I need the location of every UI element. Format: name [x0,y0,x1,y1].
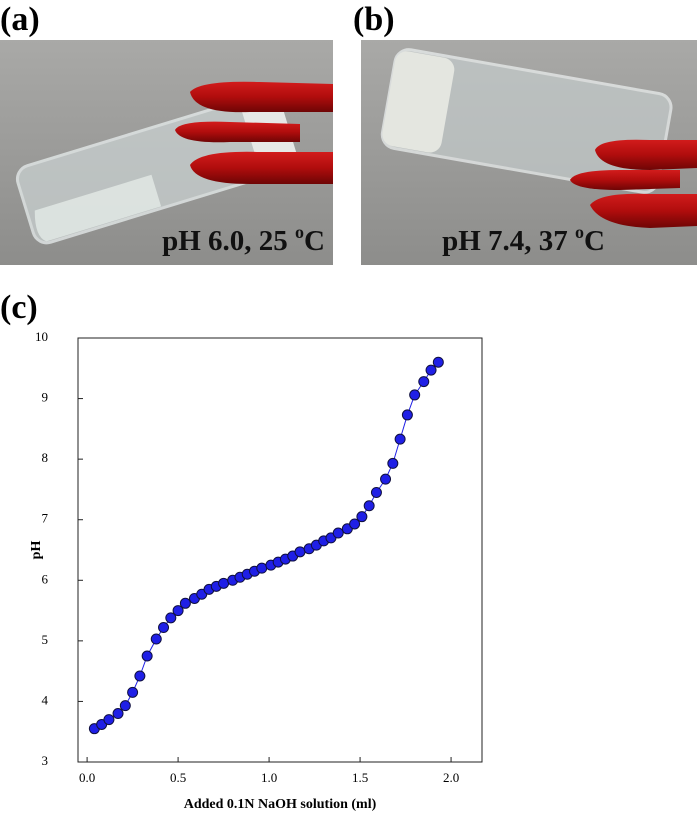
data-point [294,546,306,558]
caption-sup: o [295,222,304,242]
y-axis-label: pH [29,541,44,560]
data-point [127,686,139,698]
caption-text: pH 7.4, 37 [442,225,575,257]
x-tick-label: 2.0 [443,770,459,785]
data-point [401,409,413,421]
data-point [119,700,131,712]
data-point [141,650,153,662]
x-axis-label: Added 0.1N NaOH solution (ml) [184,797,377,812]
data-point [256,562,268,574]
data-point [409,389,421,401]
series-line [94,361,439,730]
data-point [363,500,375,512]
caption-text: pH 6.0, 25 [162,225,295,257]
photo-a [0,40,333,265]
x-tick-label: 1.0 [261,770,277,785]
photo-caption: pH 6.0, 25 oC [162,222,325,257]
x-tick-label: 0.0 [79,770,95,785]
data-point [165,612,177,624]
y-tick-label: 7 [42,511,49,526]
data-point [150,633,162,645]
y-tick-label: 5 [42,632,49,647]
plot-frame [77,337,483,763]
data-point [356,511,368,523]
caption-text: C [584,225,605,257]
data-point [370,486,382,498]
data-point [418,376,430,388]
y-tick-label: 4 [42,692,49,707]
panel-label: (a) [0,1,40,38]
photo-caption: pH 7.4, 37 oC [442,222,605,257]
panel-label: (c) [0,289,38,326]
data-point [332,527,344,539]
x-tick-label: 0.5 [170,770,186,785]
data-point [432,356,444,368]
y-tick-label: 3 [42,753,49,768]
data-point [103,714,115,726]
data-point [112,708,124,720]
y-tick-label: 8 [42,450,49,465]
y-tick-label: 10 [35,329,48,344]
data-point [349,518,361,530]
y-tick-label: 9 [42,390,49,405]
y-tick-label: 6 [42,571,49,586]
data-point [134,670,146,682]
data-point [387,457,399,469]
data-point [394,433,406,445]
photo-b [361,40,697,265]
data-point [179,597,191,609]
caption-sup: o [575,222,584,242]
x-tick-label: 1.5 [352,770,368,785]
caption-text: C [304,225,325,257]
data-point [425,364,437,376]
data-point [218,577,230,589]
data-point [158,622,170,634]
panel-label: (b) [353,1,395,38]
data-point [380,473,392,485]
data-point [172,605,184,617]
